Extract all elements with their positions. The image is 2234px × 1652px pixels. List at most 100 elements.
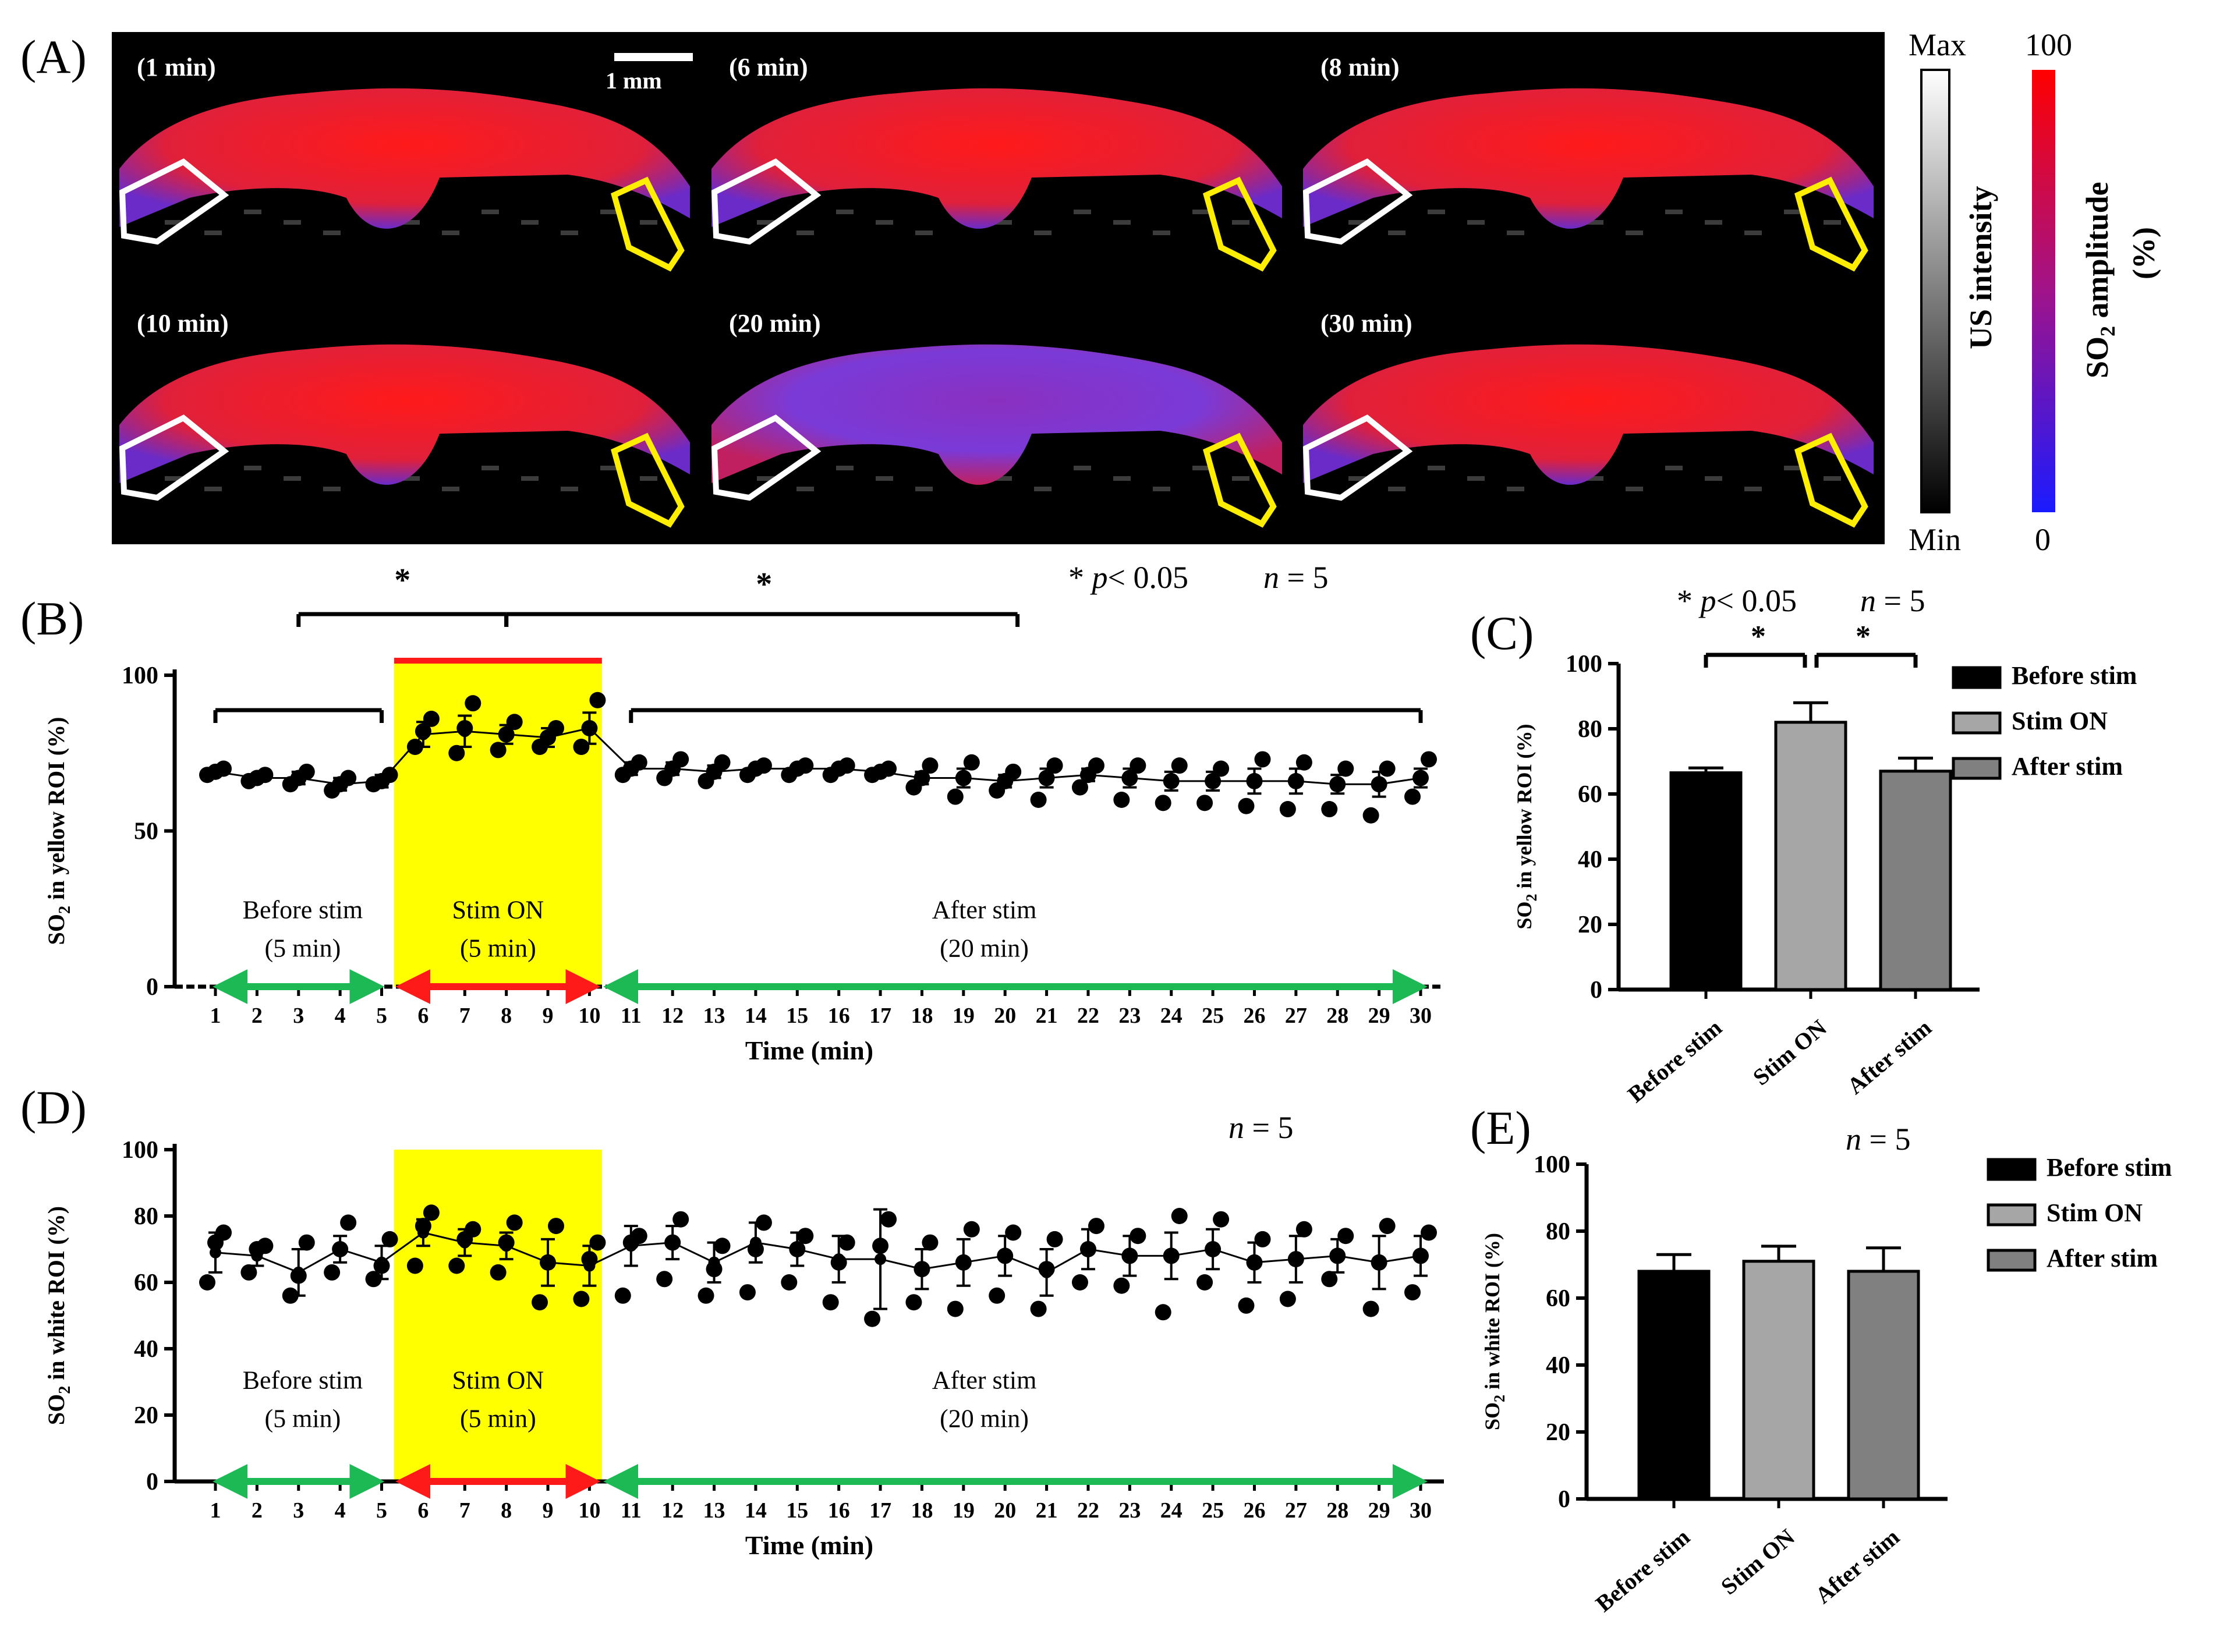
us-speckle <box>1232 220 1249 225</box>
data-point <box>199 1274 215 1291</box>
x-tick-label: 22 <box>1077 1498 1099 1523</box>
x-tick-label: 26 <box>1243 1004 1265 1028</box>
us-speckle <box>165 220 182 225</box>
x-tick-label: 29 <box>1368 1004 1390 1028</box>
x-tick-label: 19 <box>953 1004 975 1028</box>
yellow-roi-outline <box>1794 176 1868 272</box>
legend-label: Stim ON <box>2047 1199 2143 1227</box>
phase-duration-after: (20 min) <box>940 1404 1029 1433</box>
us-speckle <box>836 210 854 214</box>
x-tick-label: 16 <box>828 1498 850 1523</box>
panel-letter-a: (A) <box>20 30 87 83</box>
pa-frame-1: (1 min) <box>119 53 690 272</box>
us-speckle <box>1428 210 1445 214</box>
mean-point <box>210 765 221 778</box>
frame-time-label: (8 min) <box>1320 53 1400 81</box>
y-tick-label: 100 <box>1534 1151 1570 1178</box>
n-legend: n = 5 <box>1228 1110 1293 1145</box>
mean-point <box>210 1246 221 1259</box>
x-tick-label: 18 <box>911 1004 933 1028</box>
x-tick-label: 7 <box>459 1498 470 1523</box>
mean-point <box>875 765 887 778</box>
mean-point <box>833 1253 845 1265</box>
x-tick-label: 17 <box>869 1004 891 1028</box>
y-axis-title: SO2 in yellow ROI (%) <box>1513 724 1540 929</box>
mean-point <box>376 775 388 787</box>
significance-star: * <box>1856 620 1871 653</box>
x-tick-label: 10 <box>578 1004 600 1028</box>
mean-point <box>916 1263 928 1275</box>
data-point <box>1196 1274 1213 1291</box>
phase-label-after: After stim <box>932 1366 1037 1394</box>
y-axis-title-sub: 2 <box>1523 894 1540 901</box>
data-point <box>1295 754 1312 771</box>
mean-point <box>667 763 679 775</box>
data-point <box>1046 1231 1063 1247</box>
data-point <box>406 1257 423 1274</box>
p-value: < 0.05 <box>1108 560 1188 595</box>
us-speckle <box>402 220 420 225</box>
p-italic: p <box>1090 560 1108 595</box>
y-axis-title-sub: 2 <box>56 1386 74 1394</box>
y-axis-title-main: SO <box>1513 901 1536 929</box>
data-point <box>864 1310 881 1327</box>
us-speckle <box>1153 487 1170 491</box>
data-point <box>1295 1221 1312 1238</box>
bar <box>1742 1260 1815 1501</box>
y-tick-label: 0 <box>146 974 158 1001</box>
phase-duration-stim: (5 min) <box>460 1404 536 1433</box>
p-value: < 0.05 <box>1716 583 1797 618</box>
x-tick-label: 5 <box>376 1004 387 1028</box>
us-speckle <box>204 231 222 235</box>
mean-point <box>791 1243 803 1255</box>
data-point <box>423 1204 440 1221</box>
mean-point <box>334 1243 346 1255</box>
y-tick-label: 40 <box>1578 846 1602 873</box>
mean-point <box>1373 778 1385 790</box>
yellow-roi-outline <box>611 433 685 528</box>
mean-point <box>292 1266 305 1278</box>
y-tick-label: 60 <box>1578 781 1602 808</box>
data-point <box>423 710 440 727</box>
data-point <box>1196 795 1213 811</box>
us-speckle <box>244 210 261 214</box>
y-axis-title-sub: 2 <box>56 906 74 914</box>
p-value-legend: * p< 0.05 <box>1677 583 1797 618</box>
tissue-so2-map <box>1303 344 1874 485</box>
us-speckle <box>640 220 657 225</box>
stim-on-band <box>394 1150 602 1481</box>
x-tick-label: 22 <box>1077 1004 1099 1028</box>
panel-c-bar-yellow-roi: 0 20 40 60 80 100 SO2 in yellow ROI (%) Before … <box>1513 583 2137 1108</box>
data-point <box>1279 1291 1296 1307</box>
y-tick-label: 20 <box>134 1402 158 1429</box>
us-speckle <box>1784 466 1801 470</box>
p-value-legend: * p< 0.05 <box>1068 560 1188 595</box>
data-point <box>1421 751 1437 768</box>
pa-frame-6: (30 min) <box>1302 309 1874 528</box>
legend-swatch <box>1987 1203 2037 1226</box>
phase-label-before: Before stim <box>243 895 363 924</box>
mean-point <box>1332 778 1344 790</box>
data-point <box>448 1257 465 1274</box>
y-tick-label: 100 <box>122 662 158 689</box>
x-tick-label: 14 <box>745 1004 767 1028</box>
data-point <box>922 757 939 774</box>
data-point <box>822 1294 839 1311</box>
mean-point <box>1040 772 1053 784</box>
us-speckle <box>1586 220 1603 225</box>
frame-time-label: (10 min) <box>137 309 229 338</box>
mean-point <box>1248 775 1261 787</box>
n-italic: n <box>1846 1122 1870 1157</box>
legend-swatch <box>1952 757 2002 780</box>
us-speckle <box>1348 476 1366 481</box>
x-tick-label: Before stim <box>1591 1523 1695 1616</box>
y-tick-label: 60 <box>1546 1285 1570 1312</box>
scale-bar-label: 1 mm <box>606 68 662 94</box>
mean-point <box>459 1236 471 1249</box>
us-colorbar-min: Min <box>1909 522 1961 557</box>
y-axis-title: SO2 in yellow ROI (%) <box>43 717 74 945</box>
legend-swatch <box>1952 666 2002 689</box>
data-point <box>1321 801 1338 818</box>
legend-label: After stim <box>2012 752 2123 781</box>
data-point <box>797 1228 814 1245</box>
